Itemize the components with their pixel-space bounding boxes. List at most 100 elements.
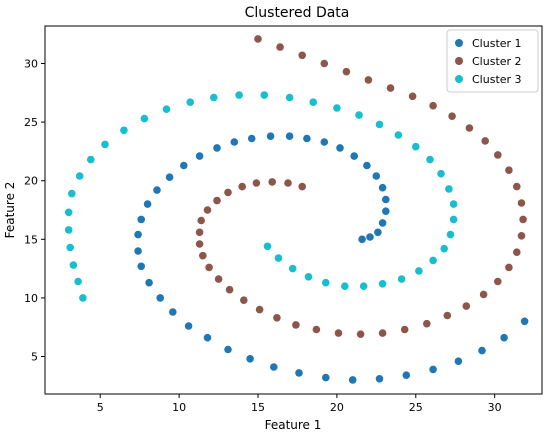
data-point <box>273 314 281 322</box>
data-point <box>443 311 452 320</box>
data-point <box>75 172 84 180</box>
data-point <box>230 138 239 146</box>
x-tick-label: 10 <box>172 401 186 414</box>
data-point <box>180 161 188 170</box>
data-point <box>292 321 300 329</box>
legend-label: Cluster 1 <box>472 37 522 50</box>
data-point <box>303 134 311 143</box>
data-point <box>426 155 434 164</box>
data-point <box>224 345 232 354</box>
data-point <box>184 322 193 330</box>
data-point <box>519 215 527 224</box>
data-point <box>348 376 357 384</box>
data-point <box>402 371 411 380</box>
data-point <box>423 319 431 328</box>
data-point <box>140 114 149 123</box>
data-point <box>295 369 303 377</box>
y-tick-label: 5 <box>31 350 38 363</box>
data-point <box>372 172 381 180</box>
y-tick-label: 20 <box>24 175 38 188</box>
data-point <box>382 195 390 204</box>
data-point <box>505 263 513 272</box>
data-point <box>322 278 330 287</box>
data-point <box>64 226 73 234</box>
data-point <box>517 232 526 240</box>
x-tick-label: 20 <box>330 401 344 414</box>
data-point <box>481 137 490 145</box>
data-point <box>203 333 212 342</box>
data-point <box>494 151 502 159</box>
data-point <box>449 200 458 208</box>
data-point <box>225 285 234 294</box>
data-point <box>137 262 145 271</box>
data-point <box>64 208 73 217</box>
data-point <box>462 302 471 310</box>
data-point <box>356 330 365 339</box>
data-point <box>454 357 463 366</box>
data-point <box>288 264 297 273</box>
data-point <box>213 144 221 152</box>
data-point <box>358 235 366 244</box>
data-point <box>415 267 423 275</box>
data-point <box>513 182 521 191</box>
x-tick-label: 15 <box>251 401 265 414</box>
legend-marker <box>455 57 463 65</box>
data-point <box>500 333 508 342</box>
data-point <box>276 43 284 51</box>
legend-label: Cluster 2 <box>472 55 522 68</box>
data-point <box>165 173 174 181</box>
data-points <box>64 35 529 384</box>
data-point <box>378 183 387 192</box>
data-point <box>341 282 349 291</box>
y-axis-label: Feature 2 <box>3 182 17 239</box>
data-point <box>210 93 218 102</box>
data-point <box>517 199 526 207</box>
data-point <box>448 112 456 120</box>
y-tick-label: 15 <box>24 233 38 246</box>
data-point <box>408 92 417 101</box>
data-point <box>400 325 409 334</box>
data-point <box>429 365 437 374</box>
data-point <box>274 254 283 262</box>
data-point <box>69 261 78 269</box>
legend-label: Cluster 3 <box>472 73 522 86</box>
data-point <box>247 134 256 143</box>
data-point <box>355 111 363 119</box>
data-point <box>334 329 343 337</box>
data-point <box>285 93 294 102</box>
data-point <box>255 305 264 314</box>
data-point <box>214 275 223 283</box>
data-point <box>520 317 529 326</box>
data-point <box>79 294 87 302</box>
x-tick-label: 25 <box>409 401 423 414</box>
data-point <box>446 230 455 239</box>
data-point <box>285 132 294 140</box>
data-point <box>333 104 341 112</box>
data-point <box>465 124 474 132</box>
data-point <box>479 290 488 299</box>
legend-marker <box>455 75 463 83</box>
data-point <box>195 152 204 160</box>
data-point <box>386 84 395 92</box>
data-point <box>437 169 445 178</box>
data-point <box>505 166 513 174</box>
data-point <box>205 263 213 272</box>
data-point <box>478 346 486 355</box>
data-point <box>364 76 373 84</box>
x-axis-label: Feature 1 <box>265 418 322 432</box>
data-point <box>374 228 382 237</box>
data-point <box>153 186 161 194</box>
data-point <box>309 98 318 106</box>
data-point <box>320 59 329 68</box>
legend: Cluster 1 Cluster 2 Cluster 3 <box>446 29 539 93</box>
data-point <box>66 243 74 252</box>
data-point <box>240 296 248 305</box>
data-point <box>363 161 371 170</box>
data-point <box>195 240 204 248</box>
data-point <box>375 375 384 383</box>
data-point <box>186 98 194 106</box>
x-axis-ticks: 5 10 15 20 25 30 <box>97 394 502 414</box>
data-point <box>134 230 142 239</box>
